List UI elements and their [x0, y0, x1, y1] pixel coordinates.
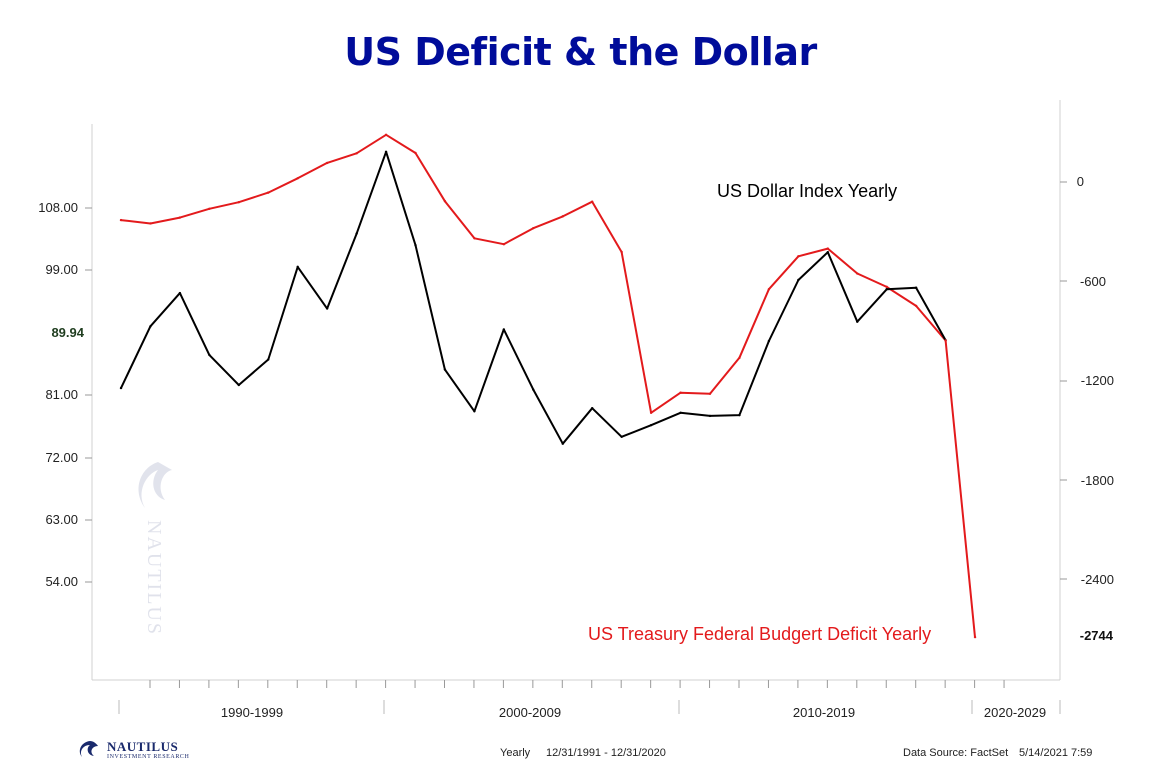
deficit-point	[443, 200, 447, 203]
dollar-index-point	[679, 411, 682, 415]
deficit-point	[885, 285, 888, 289]
decade-label: 2000-2009	[499, 705, 561, 720]
deficit-point	[944, 339, 947, 342]
dollar-index-point	[502, 328, 506, 331]
deficit-point	[208, 207, 211, 210]
dollar-index-point	[325, 307, 329, 310]
deficit-point	[973, 635, 977, 639]
dollar-index-point	[708, 414, 712, 418]
dollar-index-point	[620, 435, 623, 438]
dollar-index-point	[178, 291, 182, 295]
deficit-point	[532, 226, 535, 230]
deficit-point	[708, 392, 712, 395]
dollar-index-point	[561, 442, 564, 445]
deficit-point	[620, 250, 623, 254]
dollar-index-point	[885, 288, 888, 291]
deficit-point	[237, 201, 240, 204]
nautilus-logo: NAUTILUS INVESTMENT RESEARCH	[75, 738, 189, 762]
decade-label: 1990-1999	[221, 705, 283, 720]
deficit-point	[296, 177, 299, 180]
deficit-point	[473, 237, 476, 240]
deficit-point	[738, 356, 741, 360]
deficit-point	[355, 152, 358, 155]
left-tick-label: 108.00	[38, 200, 78, 215]
right-tick-label: -1800	[1081, 473, 1114, 488]
deficit-point	[149, 222, 152, 225]
deficit-point	[767, 288, 771, 291]
decade-label: 2010-2019	[793, 705, 855, 720]
deficit-point	[325, 161, 329, 165]
deficit-annotation: US Treasury Federal Budgert Deficit Year…	[588, 624, 931, 644]
deficit-point	[649, 411, 653, 414]
left-tick-label: 81.00	[45, 387, 78, 402]
dollar-index-point	[414, 244, 417, 247]
dollar-index-point	[473, 410, 476, 413]
right-tick-label: -1200	[1081, 373, 1114, 388]
right-last-value-label: -2744	[1080, 628, 1114, 643]
nautilus-swirl-icon	[79, 741, 98, 757]
footer-data-source: Data Source: FactSet	[903, 747, 1009, 759]
dollar-index-point	[119, 386, 123, 390]
left-tick-label: 72.00	[45, 450, 78, 465]
dollar-index-point	[591, 406, 594, 410]
right-tick-label: 0	[1077, 174, 1084, 189]
dollar-index-point	[296, 265, 299, 269]
footer-date-range: 12/31/1991 - 12/31/2020	[546, 747, 666, 759]
dollar-index-point	[384, 150, 388, 153]
left-tick-label: 63.00	[45, 512, 78, 527]
deficit-point	[561, 215, 564, 218]
deficit-point	[679, 391, 682, 394]
dollar-index-point	[149, 325, 152, 328]
dollar-index-point	[856, 320, 859, 323]
deficit-point	[384, 133, 388, 136]
dollar-index-point	[355, 232, 358, 235]
chart-title: US Deficit & the Dollar	[344, 30, 817, 74]
deficit-point	[826, 247, 829, 250]
dollar-index-point	[738, 413, 741, 417]
deficit-point	[119, 218, 123, 222]
dollar-index-point	[797, 278, 800, 282]
deficit-point	[856, 272, 859, 275]
deficit-point	[414, 151, 417, 155]
deficit-point	[797, 255, 800, 258]
deficit-point	[178, 216, 182, 219]
deficit-point	[502, 243, 506, 246]
dollar-index-point	[649, 423, 653, 427]
dollar-index-point	[267, 358, 270, 361]
dollar-index-point	[767, 339, 771, 343]
decade-label: 2020-2029	[984, 705, 1046, 720]
dollar-index-annotation: US Dollar Index Yearly	[717, 181, 897, 201]
watermark-logo: NAUTILUS	[138, 462, 172, 636]
dollar-index-point	[237, 383, 240, 387]
left-tick-label: 54.00	[45, 574, 78, 589]
footer-frequency: Yearly	[500, 747, 531, 759]
deficit-point	[591, 200, 594, 203]
dollar-index-point	[914, 286, 918, 289]
left-last-value-label: 89.94	[51, 325, 84, 340]
left-tick-label: 99.00	[45, 262, 78, 277]
svg-text:NAUTILUS: NAUTILUS	[143, 520, 165, 636]
right-tick-label: -2400	[1081, 572, 1114, 587]
deficit-point	[267, 191, 270, 194]
dollar-index-point	[208, 353, 211, 357]
right-tick-label: -600	[1080, 274, 1106, 289]
deficit-series-line	[120, 133, 976, 638]
logo-subtitle: INVESTMENT RESEARCH	[107, 753, 190, 760]
deficit-point	[914, 304, 918, 308]
dollar-index-point	[443, 368, 447, 371]
footer-timestamp: 5/14/2021 7:59	[1019, 747, 1093, 759]
dollar-index-point	[826, 250, 829, 254]
dollar-index-point	[532, 388, 535, 391]
logo-name: NAUTILUS	[107, 738, 179, 754]
